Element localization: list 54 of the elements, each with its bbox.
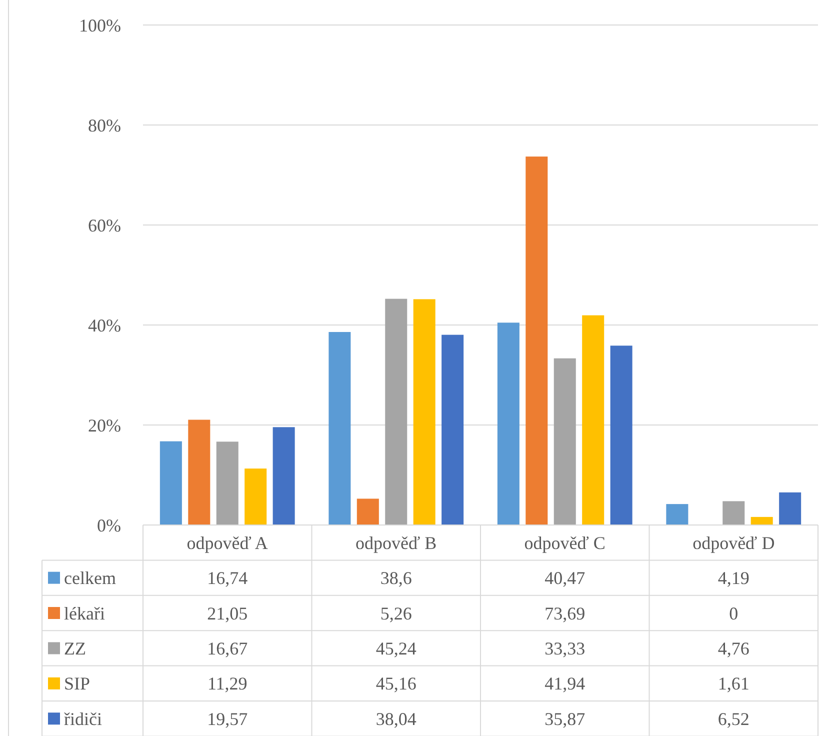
legend-label: celkem: [64, 568, 116, 588]
data-label: 11,29: [207, 674, 248, 694]
data-label: 19,57: [207, 708, 248, 729]
data-label: 38,04: [376, 708, 416, 729]
data-label: 38,6: [380, 568, 412, 588]
bar: [750, 516, 773, 525]
data-label: 16,67: [207, 638, 248, 658]
bar: [216, 442, 238, 525]
x-tick-label: odpověď B: [356, 532, 437, 553]
data-label: 35,87: [544, 708, 586, 729]
bar: [666, 504, 688, 525]
y-tick-label: 60%: [88, 215, 121, 236]
data-label: 6,52: [718, 708, 750, 729]
bar: [188, 420, 210, 525]
legend-label: ZZ: [64, 638, 86, 658]
x-tick-label: odpověď C: [524, 532, 606, 553]
bar: [244, 468, 267, 525]
y-tick-label: 100%: [79, 15, 121, 36]
data-label: 5,26: [380, 603, 412, 624]
data-label: 21,05: [207, 603, 248, 624]
data-label: 0: [729, 603, 738, 624]
bar: [610, 346, 632, 525]
x-tick-label: odpověď A: [186, 532, 268, 553]
data-label: 73,69: [544, 603, 586, 624]
data-label: 40,47: [544, 568, 586, 588]
bar: [272, 427, 295, 525]
data-label: 41,94: [544, 674, 586, 694]
data-label: 33,33: [544, 638, 586, 658]
bar: [582, 315, 604, 525]
x-tick-label: odpověď D: [692, 532, 775, 553]
bar: [328, 332, 351, 525]
bar: [356, 498, 379, 525]
y-tick-label: 0%: [97, 515, 121, 536]
data-label: 45,16: [376, 674, 416, 694]
data-label: 45,24: [376, 638, 416, 658]
bar: [385, 298, 408, 525]
y-tick-label: 40%: [88, 315, 121, 336]
bar: [779, 492, 802, 525]
y-tick-label: 20%: [88, 415, 121, 436]
bar: [526, 156, 548, 525]
bar: [722, 501, 745, 525]
bar: [160, 441, 182, 525]
data-label: 4,19: [718, 568, 750, 588]
data-label: 1,61: [718, 674, 750, 694]
legend-label: SIP: [64, 674, 90, 694]
data-label: 16,74: [207, 568, 248, 588]
legend-label: řidiči: [64, 708, 102, 729]
bar: [554, 358, 576, 525]
data-label: 4,76: [718, 638, 750, 658]
y-tick-label: 80%: [88, 115, 121, 136]
bar: [413, 299, 436, 525]
bar: [497, 322, 520, 525]
legend-label: lékaři: [64, 603, 105, 624]
bar: [442, 334, 464, 525]
